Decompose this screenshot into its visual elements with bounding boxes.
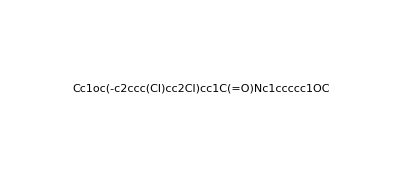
Text: Cc1oc(-c2ccc(Cl)cc2Cl)cc1C(=O)Nc1ccccc1OC: Cc1oc(-c2ccc(Cl)cc2Cl)cc1C(=O)Nc1ccccc1O…: [73, 84, 330, 93]
